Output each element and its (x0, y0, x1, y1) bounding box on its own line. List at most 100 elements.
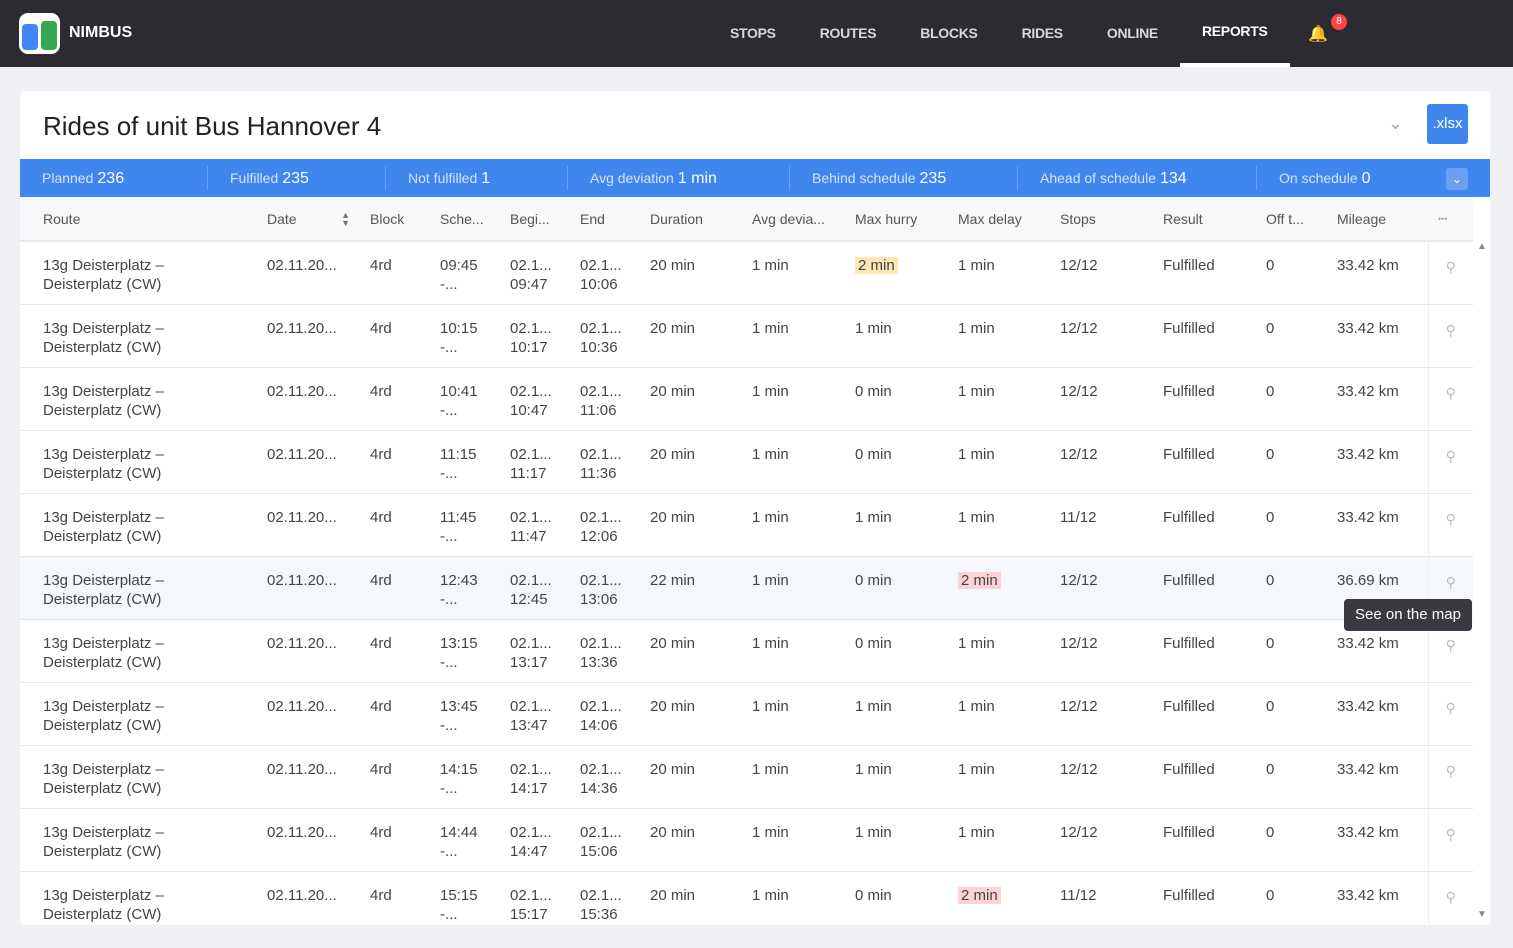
cell-b2: 13:17 (510, 653, 548, 671)
table-row[interactable]: 13g Deisterplatz – Deisterplatz (CW) 02.11… (20, 871, 1473, 925)
cell-avg: 1 min (752, 760, 789, 778)
map-pin-icon[interactable]: ⚲ (1445, 384, 1456, 401)
cell-e1: 02.1... (580, 571, 622, 589)
map-pin-icon[interactable]: ⚲ (1445, 762, 1456, 779)
nav-blocks[interactable]: BLOCKS (920, 25, 978, 41)
cell-b2: 11:17 (510, 464, 547, 482)
cell-result: Fulfilled (1163, 886, 1215, 904)
cell-avg: 1 min (752, 445, 789, 463)
map-pin-icon[interactable]: ⚲ (1445, 888, 1456, 905)
cell-result: Fulfilled (1163, 257, 1215, 274)
chevron-down-icon[interactable]: ⌄ (1388, 113, 1404, 133)
cell-off: 0 (1266, 508, 1275, 526)
map-pin-icon[interactable]: ⚲ (1445, 825, 1456, 842)
map-pin-icon[interactable]: ⚲ (1445, 699, 1456, 716)
cell-mil: 33.42 km (1337, 760, 1399, 778)
scroll-down-arrow[interactable]: ▼ (1477, 909, 1487, 920)
cell-stops: 12/12 (1060, 823, 1098, 841)
cell-delay: 1 min (958, 823, 995, 841)
nimbus-logo[interactable] (19, 13, 60, 54)
summary-label: Ahead of schedule (1040, 170, 1156, 186)
table-row[interactable]: 13g Deisterplatz – Deisterplatz (CW) 02.11… (20, 745, 1473, 809)
map-pin-icon[interactable]: ⚲ (1445, 321, 1456, 338)
summary-value: 235 (282, 170, 309, 187)
nav-rides[interactable]: RIDES (1021, 25, 1064, 41)
column-header-8[interactable]: Max hurry (845, 197, 948, 242)
map-pin-icon[interactable]: ⚲ (1445, 259, 1456, 275)
cell-r1: 13g Deisterplatz – (43, 571, 164, 589)
column-header-13[interactable]: Mileage (1327, 197, 1428, 242)
cell-off: 0 (1266, 571, 1275, 589)
cell-stops: 11/12 (1060, 886, 1097, 904)
column-label: Begi... (510, 210, 550, 227)
map-pin-icon[interactable]: ⚲ (1445, 636, 1456, 653)
nav-routes[interactable]: ROUTES (819, 25, 877, 41)
more-columns-button[interactable]: ••• (1428, 197, 1473, 242)
cell-mil: 33.42 km (1337, 697, 1399, 715)
cell-e2: 10:06 (580, 276, 618, 293)
column-header-2[interactable]: Block (360, 197, 430, 242)
table-row[interactable]: 13g Deisterplatz – Deisterplatz (CW) 02.11… (20, 682, 1473, 746)
cell-result: Fulfilled (1163, 823, 1215, 841)
column-header-11[interactable]: Result (1153, 197, 1256, 242)
table-row[interactable]: 13g Deisterplatz – Deisterplatz (CW) 02.11… (20, 367, 1473, 431)
column-header-0[interactable]: Route (20, 197, 257, 242)
cell-delay: 1 min (958, 382, 995, 400)
column-label: Sche... (440, 210, 484, 227)
map-pin-icon[interactable]: ⚲ (1445, 573, 1456, 590)
table-row[interactable]: 13g Deisterplatz – Deisterplatz (CW) 02.11… (20, 808, 1473, 872)
cell-s2: -... (440, 653, 458, 671)
column-header-9[interactable]: Max delay (948, 197, 1050, 242)
table-row[interactable]: 13g Deisterplatz – Deisterplatz (CW) 02.11… (20, 619, 1473, 683)
nav-stops[interactable]: STOPS (730, 25, 776, 41)
bell-icon[interactable]: 🔔 (1308, 26, 1328, 43)
cell-s1: 11:15 (440, 445, 477, 463)
column-label: End (580, 210, 605, 227)
cell-e2: 14:06 (580, 716, 618, 734)
nav-reports[interactable]: REPORTS (1179, 0, 1290, 67)
summary-value: 235 (919, 170, 947, 187)
cell-result: Fulfilled (1163, 571, 1215, 589)
sort-icon[interactable]: ▲ ▼ (341, 210, 350, 228)
table-row[interactable]: 13g Deisterplatz – Deisterplatz (CW) 02.11… (20, 241, 1473, 305)
table-row[interactable]: 13g Deisterplatz – Deisterplatz (CW) 02.11… (20, 430, 1473, 494)
cell-r2: Deisterplatz (CW) (43, 653, 162, 671)
scroll-up-arrow[interactable]: ▲ (1477, 241, 1487, 252)
cell-stops: 11/12 (1060, 508, 1097, 526)
cell-r2: Deisterplatz (CW) (43, 905, 162, 923)
column-label: Block (370, 210, 405, 227)
cell-s2: -... (440, 905, 458, 923)
cell-r2: Deisterplatz (CW) (43, 401, 162, 419)
map-pin-icon[interactable]: ⚲ (1445, 447, 1456, 464)
cell-e2: 13:36 (580, 653, 618, 671)
column-header-4[interactable]: Begi... (500, 197, 570, 242)
cell-e2: 15:36 (580, 905, 618, 923)
brand-name[interactable]: NIMBUS (69, 24, 133, 41)
table-row[interactable]: 13g Deisterplatz – Deisterplatz (CW) 02.11… (20, 304, 1473, 368)
table-row[interactable]: 13g Deisterplatz – Deisterplatz (CW) 02.11… (20, 493, 1473, 557)
column-header-7[interactable]: Avg devia... (742, 197, 845, 242)
cell-e1: 02.1... (580, 445, 622, 463)
column-header-12[interactable]: Off t... (1256, 197, 1327, 242)
cell-s2: -... (440, 779, 458, 797)
column-header-10[interactable]: Stops (1050, 197, 1153, 242)
cell-s1: 13:45 (440, 697, 478, 715)
cell-s1: 15:15 (440, 886, 478, 904)
cell-avg: 1 min (752, 319, 789, 337)
column-header-6[interactable]: Duration (640, 197, 742, 242)
export-xlsx-button[interactable]: .xlsx (1427, 104, 1468, 144)
nav-online[interactable]: ONLINE (1106, 25, 1158, 41)
summary-on-schedule: On schedule 0 (1257, 166, 1427, 190)
cell-b1: 02.1... (510, 445, 552, 463)
column-header-5[interactable]: End (570, 197, 640, 242)
column-header-3[interactable]: Sche... (430, 197, 500, 242)
column-header-1[interactable]: Date ▲ ▼ (257, 197, 360, 242)
table-row[interactable]: 13g Deisterplatz – Deisterplatz (CW) 02.11… (20, 556, 1473, 620)
cell-dur: 20 min (650, 257, 696, 274)
summary-fulfilled: Fulfilled 235 (208, 166, 386, 190)
cell-avg: 1 min (752, 886, 789, 904)
summary-label: Avg deviation (590, 170, 674, 186)
cell-block: 4rd (370, 382, 392, 400)
expand-summary-button[interactable]: ⌄ (1446, 168, 1468, 190)
map-pin-icon[interactable]: ⚲ (1445, 510, 1456, 527)
